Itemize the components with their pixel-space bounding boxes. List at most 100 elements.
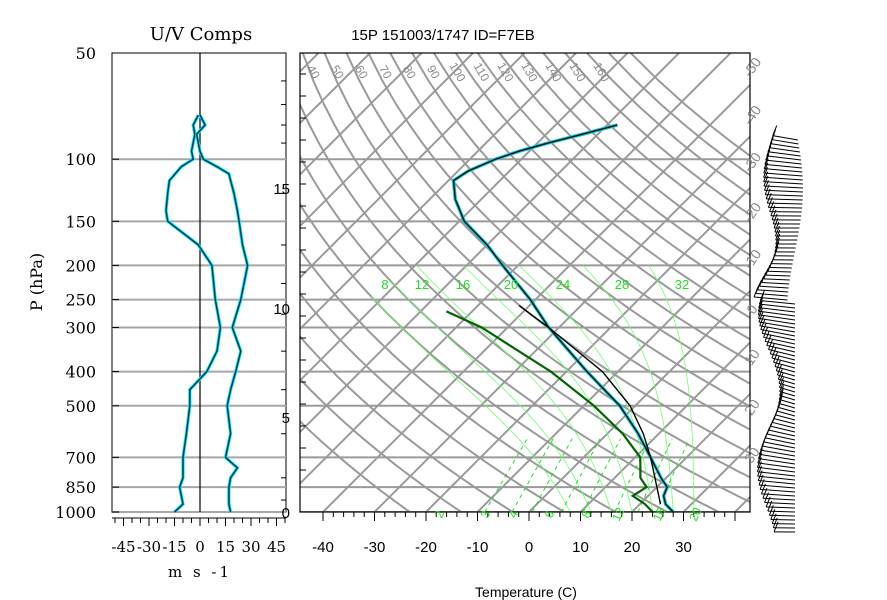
pressure-tick-label: 400 (65, 363, 96, 382)
isotherm-line (300, 53, 423, 176)
wind-barb (765, 159, 802, 165)
isotherm-line (300, 53, 577, 331)
wind-barb-flag (773, 217, 779, 229)
wind-barb (763, 336, 796, 345)
temperature-tick-label: -30 (364, 539, 386, 556)
isotherm-line (373, 135, 750, 512)
pressure-tick-label: 700 (65, 448, 96, 467)
moist-adiabat-label: 32 (675, 277, 689, 292)
pressure-tick-label: 200 (65, 256, 96, 275)
mixing-ratio-label: 12 (609, 505, 627, 523)
wind-barb-flag (774, 237, 780, 249)
dry-adiabat-line (301, 53, 750, 479)
mixing-ratio-line (561, 438, 601, 512)
wind-barb (766, 344, 796, 353)
wind-barb-flag (764, 331, 770, 342)
wind-barb (753, 296, 788, 301)
wind-barb (761, 493, 796, 497)
uv-v-wind-halo (194, 114, 250, 513)
wind-barb-flag (761, 323, 767, 334)
wind-barb (763, 441, 796, 449)
wind-barb (762, 497, 796, 501)
wind-barb-flag (767, 197, 773, 208)
uv-v-wind-line (195, 114, 249, 513)
uv-x-tick-label: 30 (241, 538, 260, 556)
moist-adiabat-label: 16 (456, 277, 470, 292)
mixing-ratio-label: 6 (542, 508, 558, 520)
mixing-ratio-line (484, 438, 528, 512)
wind-barb (773, 361, 796, 369)
uv-y-axis-label: P (hPa) (27, 253, 46, 311)
wind-barb-flag (771, 347, 777, 359)
height-tick-label: 5 (282, 410, 290, 427)
wind-barb (769, 266, 792, 269)
wind-barb (758, 307, 796, 313)
potential-temperature-label: 140 (542, 60, 564, 85)
wind-barb-flag (766, 335, 772, 346)
moist-adiabat-line (648, 265, 695, 512)
temperature-tick-label: -20 (415, 539, 437, 556)
wind-barb-flag (765, 496, 771, 508)
wind-barb-flag (776, 364, 782, 376)
wind-barb-flag (763, 171, 769, 182)
dry-adiabat-line (498, 53, 750, 277)
wind-barb (770, 425, 796, 433)
wind-barb-flag (760, 483, 766, 495)
wind-barb-flag (763, 268, 769, 280)
isotherm-line (734, 495, 750, 512)
pressure-tick-label: 150 (65, 212, 96, 231)
wind-barb (761, 282, 790, 285)
isotherm-line (787, 53, 887, 512)
wind-barb-flag (757, 304, 763, 315)
wind-barb (763, 181, 803, 185)
wind-barb (768, 206, 803, 209)
wind-barb (764, 340, 796, 349)
wind-barb (765, 194, 803, 197)
dry-adiabat-line (345, 53, 750, 431)
wind-barb-flag (774, 221, 780, 233)
wind-barb-flag (765, 264, 771, 276)
wind-barb (779, 395, 796, 401)
wind-barb-flag (759, 479, 765, 490)
potential-temperature-label: 100 (446, 60, 468, 85)
isotherm-line (300, 53, 732, 485)
wind-barb-flag (775, 233, 781, 245)
dry-adiabat-line (410, 53, 750, 363)
wind-barb-flag (756, 461, 762, 472)
pressure-tick-label: 250 (65, 291, 96, 310)
pressure-tick-label: 500 (65, 397, 96, 416)
wind-barb-column (753, 125, 804, 533)
wind-barb-flag (770, 205, 776, 216)
mixing-ratio-line (614, 438, 651, 512)
mixing-ratio-label: 20 (686, 505, 704, 523)
wind-barb (778, 382, 796, 389)
potential-temperature-label: 150 (566, 60, 588, 85)
wind-barb-flag (773, 521, 779, 533)
moist-adiabat-label: 8 (381, 277, 388, 292)
dry-adiabat-line (367, 53, 750, 408)
moist-adiabat-line (582, 265, 674, 512)
wind-barb-flag (779, 377, 784, 388)
dry-adiabat-line (476, 53, 750, 298)
wind-barb (764, 502, 796, 505)
uv-x-tick-label: -15 (162, 538, 186, 556)
pressure-tick-label: 100 (65, 150, 96, 169)
wind-barb-flag (765, 188, 771, 200)
dry-adiabat-line (300, 335, 515, 512)
moist-adiabat-label: 12 (415, 277, 429, 292)
wind-barb (773, 418, 796, 425)
wind-barb-flag (772, 517, 778, 528)
uv-frame (111, 52, 287, 513)
wind-barb (757, 462, 796, 469)
isotherm-line (300, 53, 320, 73)
wind-barb-flag (758, 444, 764, 455)
temperature-tick-label: -40 (312, 539, 334, 556)
wind-barb-flag (774, 241, 780, 253)
mixing-ratio-line (531, 438, 573, 512)
uv-u-wind-line (165, 114, 222, 513)
isotherm-line (425, 186, 750, 512)
isotherm-line (300, 53, 629, 382)
uv-x-tick-label: 0 (195, 538, 205, 556)
wind-barb (776, 410, 796, 417)
uv-x-tick-label: 15 (216, 538, 235, 556)
